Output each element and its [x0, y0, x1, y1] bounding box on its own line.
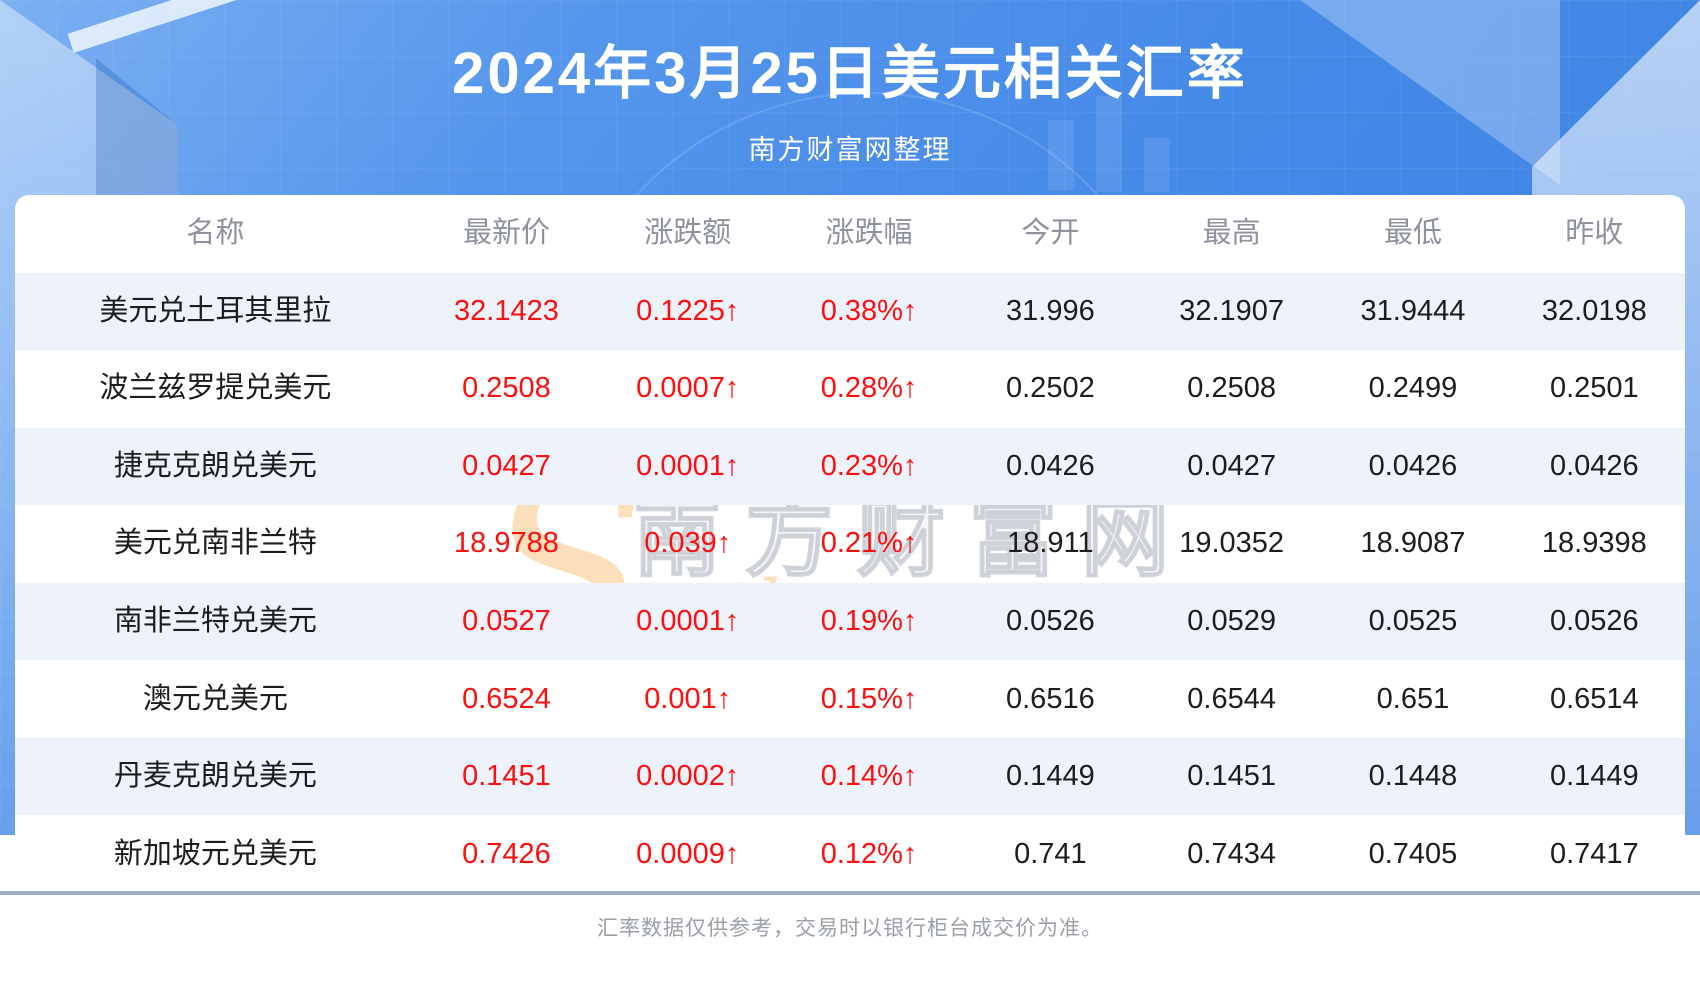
cell-name: 美元兑土耳其里拉 [99, 294, 332, 327]
decor-candlestick-1 [1048, 120, 1074, 190]
rates-card: S 南方财富网 outhmoney.com 名称 最新价 涨跌额 涨跌幅 今开 … [15, 195, 1685, 893]
cell-prev-close: 0.2501 [1549, 372, 1639, 405]
cell-open: 0.741 [1014, 837, 1087, 870]
col-header-low: 最低 [1383, 217, 1442, 250]
footer-divider [0, 891, 1700, 895]
col-header-open: 今开 [1021, 217, 1080, 250]
cell-open: 0.0426 [1006, 449, 1095, 482]
table-row: 南非兰特兑美元 0.0527 0.0001↑ 0.19%↑ 0.0526 0.0… [15, 582, 1685, 661]
cell-change: 0.0001↑ [636, 605, 740, 637]
col-header-name: 名称 [186, 217, 245, 250]
cell-low: 18.9087 [1360, 527, 1466, 560]
cell-change-pct: 0.19%↑ [820, 605, 918, 637]
cell-name: 波兰兹罗提兑美元 [99, 372, 332, 405]
cell-latest: 0.6524 [462, 682, 551, 715]
cell-low: 0.7405 [1368, 837, 1458, 870]
cell-open: 31.996 [1006, 294, 1095, 327]
header-row: 名称 最新价 涨跌额 涨跌幅 今开 最高 最低 昨收 [15, 195, 1685, 273]
cell-change-pct: 0.14%↑ [820, 760, 918, 793]
cell-high: 0.0529 [1187, 605, 1276, 637]
table-row: 美元兑土耳其里拉 32.1423 0.1225↑ 0.38%↑ 31.996 3… [15, 272, 1685, 351]
cell-latest: 0.2508 [462, 372, 551, 405]
cell-high: 0.1451 [1187, 760, 1276, 793]
table-row: 新加坡元兑美元 0.7426 0.0009↑ 0.12%↑ 0.741 0.74… [15, 815, 1685, 893]
cell-high: 0.0427 [1187, 449, 1276, 482]
decor-candlestick-3 [1144, 138, 1170, 192]
cell-high: 0.2508 [1187, 372, 1276, 405]
cell-open: 0.2502 [1006, 372, 1095, 405]
cell-prev-close: 0.6514 [1549, 682, 1639, 715]
cell-name: 丹麦克朗兑美元 [113, 760, 317, 793]
cell-prev-close: 32.0198 [1541, 294, 1647, 327]
cell-latest: 0.0527 [462, 605, 551, 637]
cell-latest: 0.1451 [462, 760, 551, 793]
cell-name: 南非兰特兑美元 [113, 605, 317, 637]
table-row: 澳元兑美元 0.6524 0.001↑ 0.15%↑ 0.6516 0.6544… [15, 660, 1685, 738]
cell-change-pct: 0.12%↑ [820, 837, 918, 870]
cell-change: 0.039↑ [644, 527, 732, 560]
cell-change: 0.0007↑ [636, 372, 740, 405]
col-header-change: 涨跌额 [644, 217, 732, 250]
cell-change: 0.0009↑ [636, 837, 740, 870]
cell-change: 0.001↑ [644, 682, 732, 715]
cell-low: 0.0426 [1368, 449, 1458, 482]
cell-prev-close: 0.0426 [1549, 449, 1639, 482]
cell-latest: 18.9788 [454, 527, 559, 560]
disclaimer-text: 汇率数据仅供参考，交易时以银行柜台成交价为准。 [597, 917, 1103, 940]
table-row: 捷克克朗兑美元 0.0427 0.0001↑ 0.23%↑ 0.0426 0.0… [15, 427, 1685, 506]
cell-change: 0.0002↑ [636, 760, 740, 793]
cell-high: 0.6544 [1187, 682, 1276, 715]
cell-prev-close: 18.9398 [1541, 527, 1647, 560]
table-row: 波兰兹罗提兑美元 0.2508 0.0007↑ 0.28%↑ 0.2502 0.… [15, 350, 1685, 428]
cell-open: 0.6516 [1006, 682, 1095, 715]
cell-change-pct: 0.15%↑ [820, 682, 918, 715]
cell-change-pct: 0.21%↑ [820, 527, 918, 560]
cell-name: 澳元兑美元 [142, 682, 288, 715]
cell-open: 0.0526 [1006, 605, 1095, 637]
cell-low: 0.0525 [1368, 605, 1458, 637]
col-header-high: 最高 [1202, 217, 1261, 250]
cell-prev-close: 0.1449 [1549, 760, 1639, 793]
cell-change-pct: 0.28%↑ [820, 372, 918, 405]
cell-low: 0.651 [1376, 682, 1450, 715]
cell-change: 0.1225↑ [636, 294, 740, 327]
col-header-change-pct: 涨跌幅 [825, 217, 913, 250]
cell-name: 新加坡元兑美元 [113, 837, 317, 870]
table-row: 美元兑南非兰特 18.9788 0.039↑ 0.21%↑ 18.911 19.… [15, 505, 1685, 583]
cell-low: 31.9444 [1360, 294, 1466, 327]
table-row: 丹麦克朗兑美元 0.1451 0.0002↑ 0.14%↑ 0.1449 0.1… [15, 737, 1685, 816]
cell-latest: 32.1423 [454, 294, 559, 327]
cell-change: 0.0001↑ [636, 449, 740, 482]
col-header-latest: 最新价 [462, 217, 550, 250]
cell-change-pct: 0.38%↑ [820, 294, 918, 327]
cell-low: 0.1448 [1368, 760, 1458, 793]
col-header-prev-close: 昨收 [1565, 217, 1624, 250]
cell-latest: 0.0427 [462, 449, 551, 482]
cell-high: 0.7434 [1187, 837, 1276, 870]
rates-table: 名称 最新价 涨跌额 涨跌幅 今开 最高 最低 昨收 美元兑土耳其里拉 32.1… [15, 195, 1685, 893]
page-subtitle: 南方财富网整理 [748, 135, 952, 165]
cell-low: 0.2499 [1368, 372, 1458, 405]
cell-open: 18.911 [1007, 527, 1094, 560]
cell-open: 0.1449 [1006, 760, 1095, 793]
cell-name: 美元兑南非兰特 [113, 527, 317, 560]
cell-high: 32.1907 [1179, 294, 1285, 327]
cell-change-pct: 0.23%↑ [820, 449, 918, 482]
cell-prev-close: 0.0526 [1549, 605, 1639, 637]
cell-latest: 0.7426 [462, 837, 551, 870]
cell-high: 19.0352 [1179, 527, 1285, 560]
decor-candlestick-2 [1096, 96, 1122, 192]
cell-name: 捷克克朗兑美元 [113, 449, 317, 482]
page-title: 2024年3月25日美元相关汇率 [452, 41, 1248, 106]
cell-prev-close: 0.7417 [1549, 837, 1639, 870]
